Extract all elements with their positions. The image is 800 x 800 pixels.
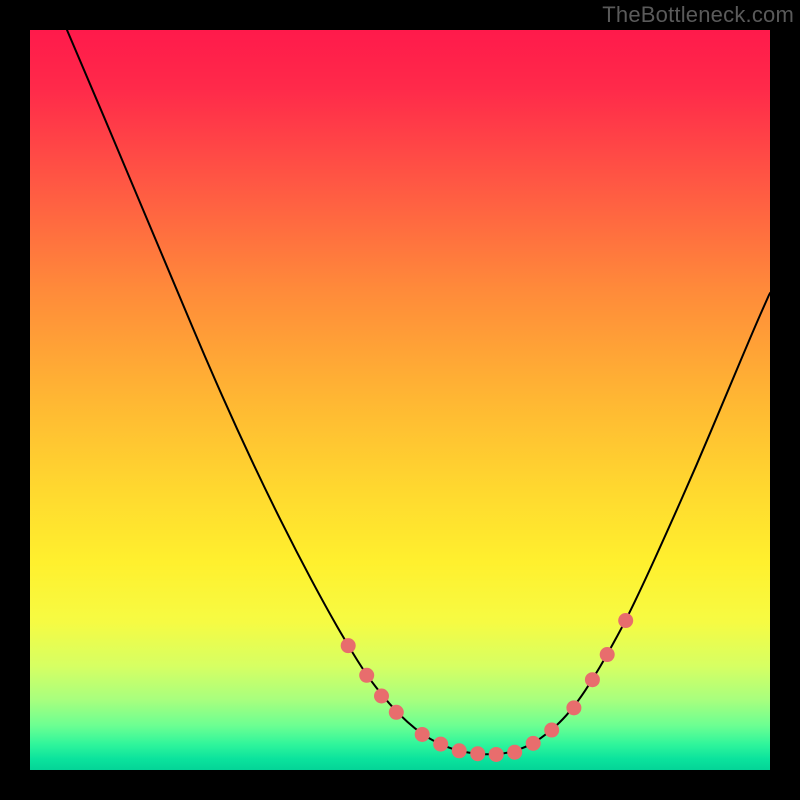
chart-background	[30, 30, 770, 770]
plot-svg	[30, 30, 770, 770]
chart-stage: TheBottleneck.com	[0, 0, 800, 800]
marker-dot	[566, 700, 581, 715]
marker-dot	[600, 647, 615, 662]
marker-dot	[526, 736, 541, 751]
marker-dot	[489, 747, 504, 762]
marker-dot	[470, 746, 485, 761]
marker-dot	[544, 723, 559, 738]
marker-dot	[452, 743, 467, 758]
marker-dot	[374, 689, 389, 704]
marker-dot	[507, 745, 522, 760]
marker-dot	[433, 737, 448, 752]
marker-dot	[618, 613, 633, 628]
plot-area	[30, 30, 770, 770]
watermark-text: TheBottleneck.com	[602, 2, 794, 28]
marker-dot	[585, 672, 600, 687]
marker-dot	[341, 638, 356, 653]
marker-dot	[415, 727, 430, 742]
marker-dot	[359, 668, 374, 683]
marker-dot	[389, 705, 404, 720]
